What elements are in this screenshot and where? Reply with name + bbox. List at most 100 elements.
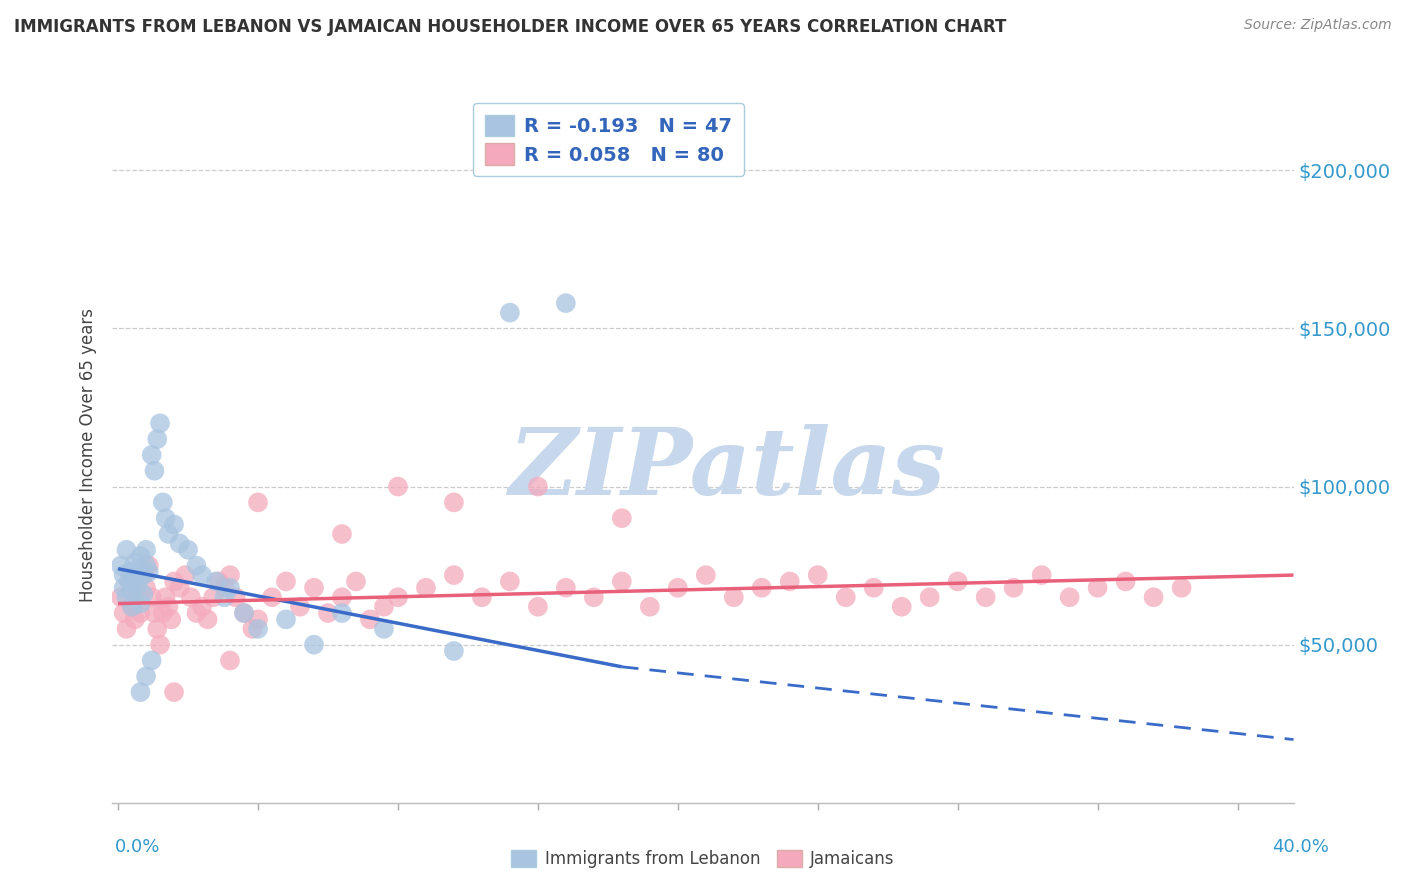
Point [274, 574, 297, 589]
Point [219, 581, 242, 595]
Point [1170, 581, 1192, 595]
Point [1031, 568, 1053, 582]
Point [330, 606, 353, 620]
Point [180, 591, 202, 605]
Point [202, 591, 225, 605]
Point [129, 606, 152, 620]
Point [554, 581, 576, 595]
Point [115, 591, 138, 605]
Point [124, 556, 146, 570]
Point [135, 669, 157, 683]
Point [149, 638, 172, 652]
Point [723, 591, 745, 605]
Point [638, 599, 661, 614]
Point [135, 542, 157, 557]
Point [132, 568, 155, 582]
Point [132, 568, 155, 582]
Point [666, 581, 689, 595]
Point [233, 606, 256, 620]
Point [610, 511, 633, 525]
Point [974, 591, 997, 605]
Point [695, 568, 717, 582]
Point [112, 581, 135, 595]
Point [129, 685, 152, 699]
Point [359, 612, 381, 626]
Point [582, 591, 605, 605]
Legend: R = -0.193   N = 47, R = 0.058   N = 80: R = -0.193 N = 47, R = 0.058 N = 80 [474, 103, 744, 177]
Point [112, 568, 135, 582]
Point [191, 599, 214, 614]
Point [197, 612, 219, 626]
Point [118, 574, 141, 589]
Point [155, 511, 177, 525]
Point [499, 305, 522, 319]
Point [157, 527, 180, 541]
Point [890, 599, 912, 614]
Point [152, 495, 174, 509]
Point [127, 591, 149, 605]
Point [387, 591, 409, 605]
Point [330, 591, 353, 605]
Point [247, 495, 270, 509]
Point [143, 606, 166, 620]
Point [233, 606, 256, 620]
Point [152, 606, 174, 620]
Point [115, 622, 138, 636]
Point [121, 599, 143, 614]
Point [316, 606, 339, 620]
Point [373, 599, 395, 614]
Point [807, 568, 830, 582]
Point [274, 612, 297, 626]
Point [160, 612, 183, 626]
Point [129, 549, 152, 563]
Point [186, 606, 208, 620]
Point [387, 479, 409, 493]
Text: ZIPatlas: ZIPatlas [508, 424, 945, 514]
Point [214, 591, 236, 605]
Point [527, 479, 550, 493]
Text: 40.0%: 40.0% [1272, 838, 1329, 855]
Point [1115, 574, 1137, 589]
Point [186, 558, 208, 573]
Text: IMMIGRANTS FROM LEBANON VS JAMAICAN HOUSEHOLDER INCOME OVER 65 YEARS CORRELATION: IMMIGRANTS FROM LEBANON VS JAMAICAN HOUS… [14, 18, 1007, 36]
Point [169, 581, 191, 595]
Point [138, 565, 160, 579]
Point [247, 622, 270, 636]
Point [135, 558, 157, 573]
Point [110, 591, 132, 605]
Point [288, 599, 311, 614]
Point [751, 581, 773, 595]
Point [141, 448, 163, 462]
Point [443, 495, 465, 509]
Point [121, 599, 143, 614]
Point [260, 591, 283, 605]
Point [112, 606, 135, 620]
Point [118, 574, 141, 589]
Point [157, 599, 180, 614]
Point [177, 542, 200, 557]
Point [132, 587, 155, 601]
Point [129, 597, 152, 611]
Point [219, 653, 242, 667]
Point [471, 591, 494, 605]
Point [443, 568, 465, 582]
Point [163, 517, 186, 532]
Point [110, 558, 132, 573]
Point [1002, 581, 1025, 595]
Point [225, 591, 247, 605]
Point [191, 568, 214, 582]
Point [918, 591, 941, 605]
Text: 0.0%: 0.0% [115, 838, 160, 855]
Point [127, 577, 149, 591]
Point [610, 574, 633, 589]
Point [219, 568, 242, 582]
Point [155, 591, 177, 605]
Point [946, 574, 969, 589]
Y-axis label: Householder Income Over 65 years: Householder Income Over 65 years [79, 308, 97, 602]
Point [149, 417, 172, 431]
Point [135, 581, 157, 595]
Point [208, 574, 231, 589]
Point [143, 464, 166, 478]
Point [115, 542, 138, 557]
Point [163, 574, 186, 589]
